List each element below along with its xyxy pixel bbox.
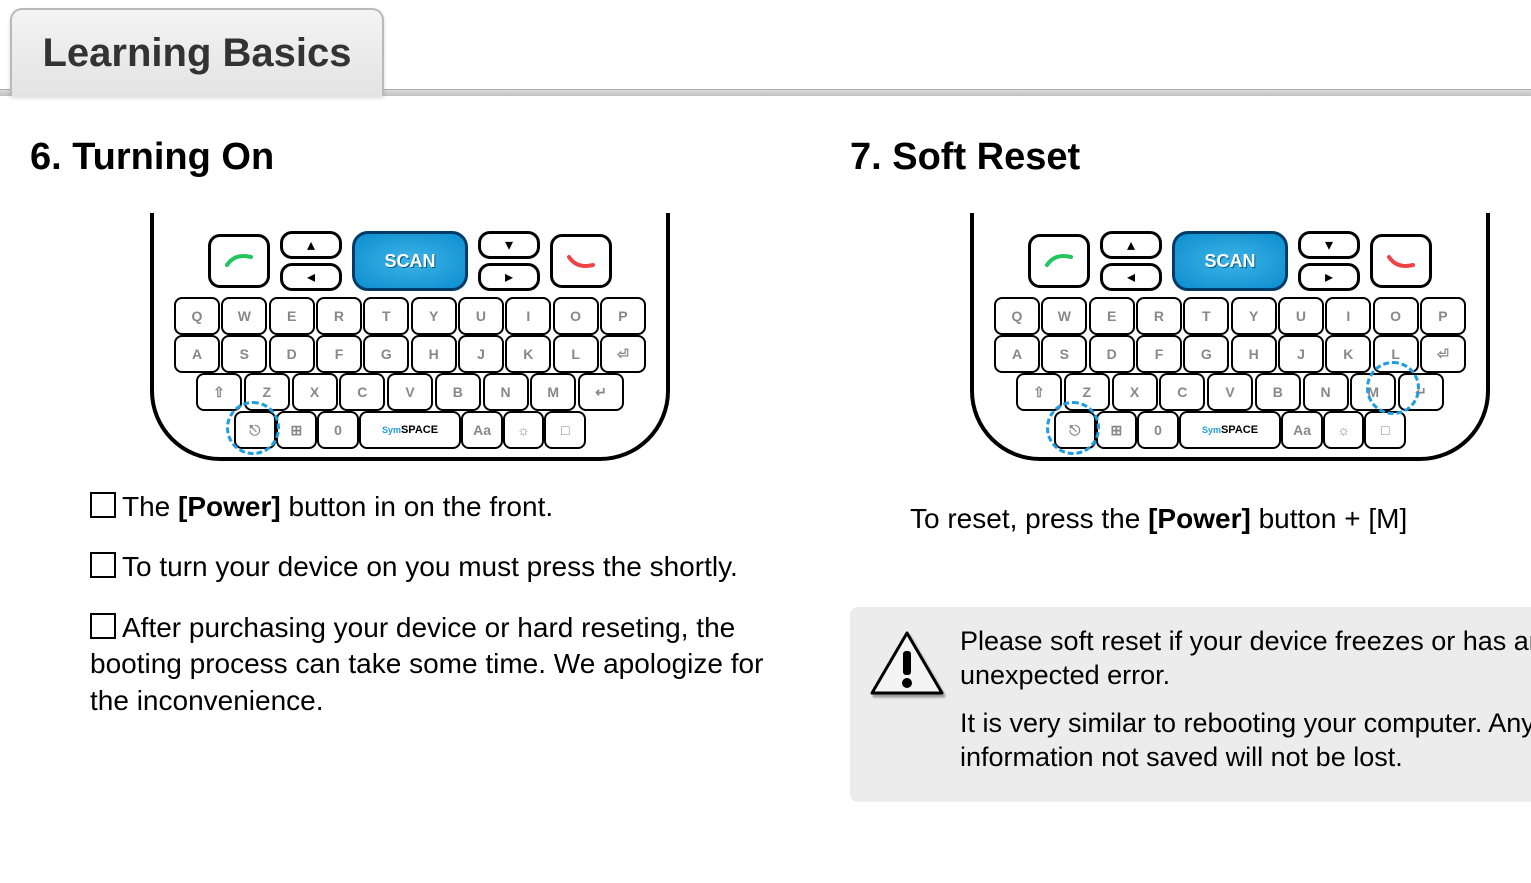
up-key: ▴ [1100,231,1162,259]
warning-text: Please soft reset if your device freezes… [960,625,1531,788]
highlight-ring-power [226,401,280,455]
warning-icon [868,625,946,703]
para-reset-combo: To reset, press the [Power] button + [M] [910,501,1531,537]
checkbox-icon [90,552,116,578]
heading-turning-on: 6. Turning On [30,136,790,179]
kb-row-1: QWERTYUIOP [994,297,1466,335]
checkbox-icon [90,613,116,639]
highlight-ring-power-2 [1046,401,1100,455]
tab-title: Learning Basics [42,31,351,76]
kb-row-2: ASDFGHJKL⏎ [174,335,646,373]
note-line-1: Please soft reset if your device freezes… [960,625,1531,693]
down-key: ▾ [478,231,540,259]
end-key [1370,234,1432,288]
end-key [550,234,612,288]
column-soft-reset: 7. Soft Reset ▴ ◂ SCAN ▾ ▸ QWERTYUIOP [820,136,1531,802]
para-booting: After purchasing your device or hard res… [90,610,790,719]
para-power-front: The [Power] button in on the front. [90,489,790,525]
keyboard-top-row: ▴ ◂ SCAN ▾ ▸ [1000,231,1460,291]
content-columns: 6. Turning On ▴ ◂ SCAN ▾ ▸ QWERTYUIOP [0,136,1531,802]
scan-key: SCAN [352,231,468,291]
keyboard-illustration-right: ▴ ◂ SCAN ▾ ▸ QWERTYUIOP ASDFGHJKL⏎ ⇧Z [970,213,1490,461]
keyboard-top-row: ▴ ◂ SCAN ▾ ▸ [180,231,640,291]
kb-row-1: QWERTYUIOP [174,297,646,335]
space-key: SymSPACE [359,411,461,449]
checkbox-icon [90,492,116,518]
column-turning-on: 6. Turning On ▴ ◂ SCAN ▾ ▸ QWERTYUIOP [0,136,820,802]
warning-note-box: Please soft reset if your device freezes… [850,607,1531,802]
keyboard-illustration-left: ▴ ◂ SCAN ▾ ▸ QWERTYUIOP ASDFGHJKL⏎ ⇧Z [150,213,670,461]
right-key: ▸ [1298,263,1360,291]
space-key: SymSPACE [1179,411,1281,449]
left-key: ◂ [280,263,342,291]
tab-learning-basics: Learning Basics [10,8,384,96]
heading-soft-reset: 7. Soft Reset [850,136,1531,179]
highlight-ring-m-key [1366,361,1420,415]
call-key [1028,234,1090,288]
right-key: ▸ [478,263,540,291]
down-key: ▾ [1298,231,1360,259]
scan-key: SCAN [1172,231,1288,291]
call-key [208,234,270,288]
note-line-2: It is very similar to rebooting your com… [960,707,1531,775]
header-tab-bar: Learning Basics [0,0,1531,96]
up-key: ▴ [280,231,342,259]
para-turn-on: To turn your device on you must press th… [90,549,790,585]
left-key: ◂ [1100,263,1162,291]
